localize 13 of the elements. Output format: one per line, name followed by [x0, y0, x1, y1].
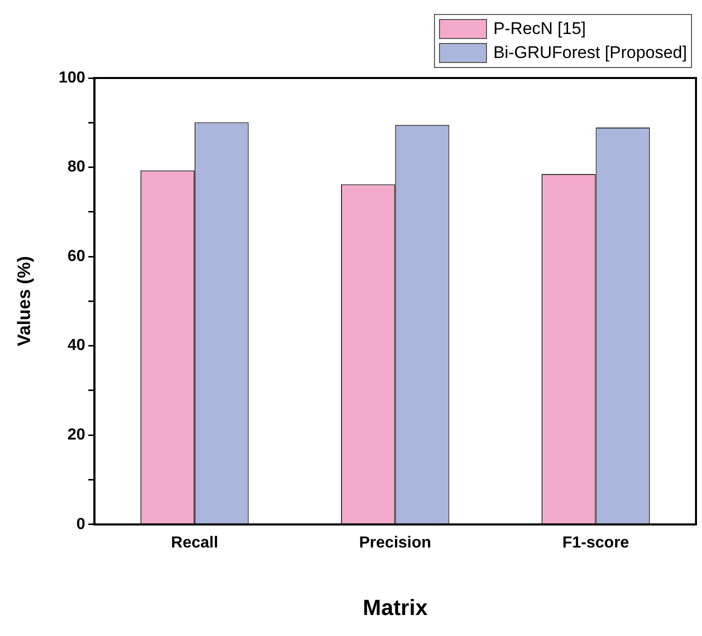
y-tick-label: 60	[68, 248, 86, 265]
x-tick-label: F1-score	[562, 534, 630, 552]
y-axis-title: Values (%)	[14, 256, 34, 346]
legend-label: P-RecN [15]	[493, 19, 586, 39]
y-tick-label: 80	[68, 158, 86, 176]
legend-label: Bi-GRUForest [Proposed]	[493, 43, 687, 63]
y-tick-label: 0	[76, 516, 86, 533]
y-tick-label: 100	[58, 69, 86, 86]
y-tick-label: 40	[68, 337, 86, 354]
x-tick-label: Precision	[359, 534, 432, 552]
x-axis-title: Matrix	[362, 594, 428, 620]
x-tick-label: Recall	[171, 534, 218, 552]
y-tick-label: 20	[68, 426, 86, 444]
